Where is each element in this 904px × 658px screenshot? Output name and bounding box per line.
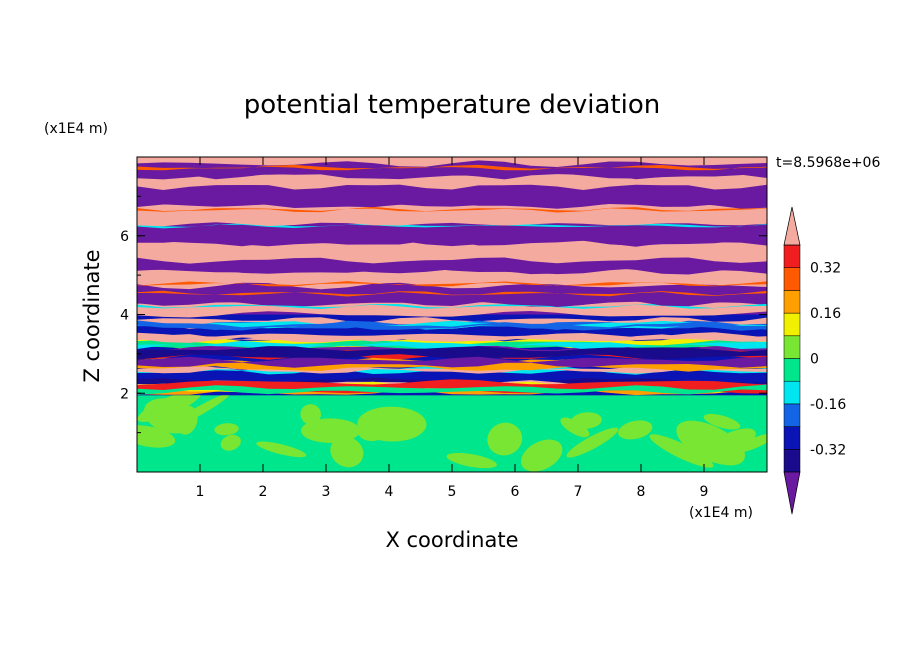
colorbar-segment xyxy=(783,267,801,291)
y-tick-label: 2 xyxy=(120,386,129,402)
x-axis-label: X coordinate xyxy=(385,528,518,552)
x-tick-label: 8 xyxy=(637,484,646,500)
colorbar-segment xyxy=(783,426,801,450)
field-blob xyxy=(300,404,321,425)
colorbar-segment xyxy=(783,449,801,473)
colorbar-segment xyxy=(783,358,801,382)
x-tick-label: 2 xyxy=(259,484,268,500)
colorbar-segment xyxy=(783,290,801,314)
colorbar-segment xyxy=(783,244,801,268)
field-blob xyxy=(446,452,497,469)
field-blob xyxy=(618,420,653,440)
x-tick-label: 4 xyxy=(385,484,394,500)
chart-title: potential temperature deviation xyxy=(244,90,660,120)
field-blob xyxy=(487,422,523,456)
field-streak xyxy=(137,356,767,368)
y-unit-label: (x1E4 m) xyxy=(44,121,108,137)
x-tick-label: 6 xyxy=(511,484,520,500)
x-tick-label: 9 xyxy=(700,484,709,500)
colorbar-segment xyxy=(783,312,801,337)
y-axis-ticks: 2 4 6 xyxy=(120,156,767,473)
colorbar-segment xyxy=(783,335,801,359)
field-layer xyxy=(137,240,767,264)
colorbar-tick-label: 0.32 xyxy=(810,261,841,277)
field-blob xyxy=(703,413,741,430)
field-blob xyxy=(330,436,364,468)
field-blob xyxy=(566,427,619,458)
field-thin-streak xyxy=(137,281,767,287)
y-axis-label: Z coordinate xyxy=(80,249,104,382)
field-blob xyxy=(300,418,361,443)
y-tick-label: 4 xyxy=(120,308,129,324)
field-blob xyxy=(357,406,427,442)
colorbar-segment xyxy=(783,380,801,405)
field-blob xyxy=(137,425,176,448)
field-blob xyxy=(214,423,239,436)
field-blob xyxy=(520,439,563,472)
field-streak xyxy=(137,320,767,330)
field-streak xyxy=(137,384,767,395)
colorbar-over-arrow xyxy=(783,206,801,246)
x-tick-label: 1 xyxy=(196,484,205,500)
field-streak xyxy=(137,332,767,343)
field-blob xyxy=(560,417,590,438)
field-layer xyxy=(137,256,767,275)
colorbar-tick-label: 0.16 xyxy=(810,306,841,322)
colorbar-tick-label: -0.16 xyxy=(810,397,846,413)
x-unit-label: (x1E4 m) xyxy=(689,505,753,521)
field-streak xyxy=(137,346,767,360)
field-thin-streak xyxy=(137,290,767,297)
field-blob xyxy=(137,389,202,423)
field-blob xyxy=(705,428,756,458)
field-blob xyxy=(734,433,767,453)
field-blob xyxy=(175,405,198,435)
time-label: t=8.5968e+06 xyxy=(776,155,880,171)
x-tick-label: 7 xyxy=(574,484,583,500)
field-blob xyxy=(649,434,714,468)
field-blob xyxy=(256,441,307,458)
field-thin-streak xyxy=(137,223,767,229)
x-tick-label: 5 xyxy=(448,484,457,500)
heatmap-field xyxy=(137,157,767,472)
field-thin-streak xyxy=(137,164,767,171)
field-layer xyxy=(137,183,767,209)
field-blob xyxy=(220,434,241,451)
field-layer xyxy=(137,203,767,227)
colorbar-tick-label: -0.32 xyxy=(810,442,846,458)
field-blob xyxy=(571,412,602,429)
colorbar-tick-label: 0 xyxy=(810,352,819,368)
colorbar-segment xyxy=(783,403,801,427)
colorbar-under-arrow xyxy=(783,471,801,515)
field-streak xyxy=(137,321,767,331)
x-axis-ticks: 1 2 3 4 5 6 7 8 9 xyxy=(196,157,709,500)
field-thin-streak xyxy=(137,206,767,213)
field-layer xyxy=(137,300,767,318)
y-tick-label: 6 xyxy=(120,229,129,245)
x-tick-label: 3 xyxy=(322,484,331,500)
colorbar: -0.32 -0.16 0 0.16 0.32 xyxy=(783,206,846,515)
